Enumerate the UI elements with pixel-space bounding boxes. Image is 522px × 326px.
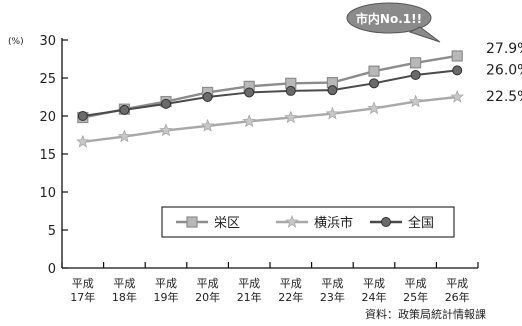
x-tick-label-year: 25年 xyxy=(403,290,428,304)
x-tick-label-year: 23年 xyxy=(320,290,345,304)
data-point xyxy=(410,57,422,69)
x-tick-label-year: 24年 xyxy=(362,290,387,304)
x-tick-label-era: 平成 xyxy=(321,277,343,290)
x-tick-label-era: 平成 xyxy=(72,277,94,290)
series-line xyxy=(82,54,458,119)
x-tick-label-year: 18年 xyxy=(112,290,137,304)
data-point xyxy=(327,85,338,96)
series-3 xyxy=(77,65,463,121)
legend-item: 栄区 xyxy=(176,216,240,231)
x-tick-label-era: 平成 xyxy=(446,277,468,290)
legend: 栄区 横浜市 全国 xyxy=(161,206,455,238)
y-tick-label: 20 xyxy=(39,110,56,125)
y-tick-label: 30 xyxy=(39,34,56,49)
x-tick-label-era: 平成 xyxy=(238,277,260,290)
x-tick-label: 平成 17年 xyxy=(70,277,95,304)
x-tick-label: 平成 21年 xyxy=(237,277,262,304)
data-point xyxy=(159,123,173,137)
source-note: 資料：政策局統計情報課 xyxy=(365,307,486,321)
x-tick-label-year: 20年 xyxy=(195,290,220,304)
y-tick-label: 0 xyxy=(48,262,56,277)
y-tick-label: 25 xyxy=(39,72,56,87)
x-tick-label: 平成 18年 xyxy=(112,277,137,304)
data-point xyxy=(117,129,132,143)
data-point xyxy=(451,50,463,62)
legend-item: 横浜市 xyxy=(276,214,353,231)
x-tick-label: 平成 22年 xyxy=(278,277,303,304)
series-1 xyxy=(77,50,463,124)
data-point xyxy=(452,65,463,76)
data-point xyxy=(244,87,255,98)
x-tick-label-era: 平成 xyxy=(113,277,135,290)
data-point xyxy=(410,69,421,80)
data-point xyxy=(285,85,296,96)
x-tick-label-era: 平成 xyxy=(280,277,302,290)
end-value-label: 26.0% xyxy=(486,62,522,78)
data-point xyxy=(119,104,130,115)
series-group xyxy=(76,50,464,148)
legend-marker xyxy=(186,216,198,228)
x-tick-label-year: 26年 xyxy=(445,290,470,304)
data-point xyxy=(408,94,423,108)
y-axis-unit: (%) xyxy=(8,37,24,47)
data-point xyxy=(368,65,380,77)
series-line xyxy=(82,69,458,117)
data-point xyxy=(325,106,340,120)
x-tick-label-year: 21年 xyxy=(237,290,262,304)
callout-text: 市内No.1!! xyxy=(356,11,422,26)
legend-marker xyxy=(285,214,299,228)
data-point xyxy=(202,92,213,102)
data-point xyxy=(450,89,464,103)
x-tick-label: 平成 24年 xyxy=(362,277,387,304)
y-tick-label: 10 xyxy=(39,186,56,201)
legend-marker xyxy=(381,217,391,227)
x-tick-label-year: 19年 xyxy=(154,290,179,304)
data-point xyxy=(200,118,215,132)
legend-label: 全国 xyxy=(408,215,434,231)
y-tick-label: 5 xyxy=(48,224,56,239)
series-2 xyxy=(76,89,464,148)
x-tick-label: 平成 26年 xyxy=(445,277,470,304)
series-line xyxy=(82,95,458,144)
data-point xyxy=(161,98,171,109)
x-tick-label: 平成 19年 xyxy=(154,277,179,304)
legend-label: 栄区 xyxy=(214,216,240,231)
end-labels: 27.9% 22.5% 26.0% xyxy=(486,41,522,105)
x-tick-label-year: 22年 xyxy=(278,290,303,304)
y-tick-label: 15 xyxy=(39,148,56,163)
end-value-label: 22.5% xyxy=(486,89,522,105)
legend-item: 全国 xyxy=(370,215,434,231)
x-tick-label-era: 平成 xyxy=(363,277,385,290)
data-point xyxy=(242,114,256,128)
legend-label: 横浜市 xyxy=(314,215,353,231)
x-tick-label-era: 平成 xyxy=(197,277,219,290)
callout-bubble: 市内No.1!! xyxy=(346,2,441,43)
x-tick-label: 平成 25年 xyxy=(403,277,428,304)
data-point xyxy=(76,134,90,148)
x-tick-label-era: 平成 xyxy=(405,277,427,290)
x-tick-label-era: 平成 xyxy=(155,277,177,290)
data-point xyxy=(367,101,381,115)
x-tick-label-year: 17年 xyxy=(70,290,95,304)
data-point xyxy=(369,78,379,89)
data-point xyxy=(284,110,298,124)
end-value-label: 27.9% xyxy=(486,41,522,57)
x-tick-label: 平成 23年 xyxy=(320,277,345,304)
data-point xyxy=(77,111,88,121)
x-tick-label: 平成 20年 xyxy=(195,277,220,304)
